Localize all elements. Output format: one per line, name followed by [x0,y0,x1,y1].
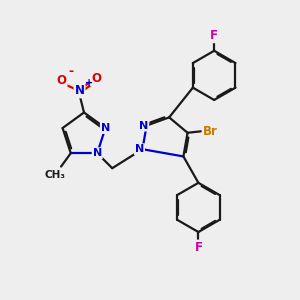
Text: F: F [210,29,218,42]
Text: N: N [135,144,144,154]
Text: N: N [139,121,148,130]
Text: -: - [68,65,74,78]
Text: CH₃: CH₃ [44,170,65,180]
Text: N: N [93,148,102,158]
Text: O: O [56,74,67,87]
Text: +: + [85,77,93,88]
Text: O: O [91,72,101,86]
Text: N: N [74,84,85,98]
Text: Br: Br [202,125,217,138]
Text: N: N [101,123,110,133]
Text: F: F [194,241,202,254]
